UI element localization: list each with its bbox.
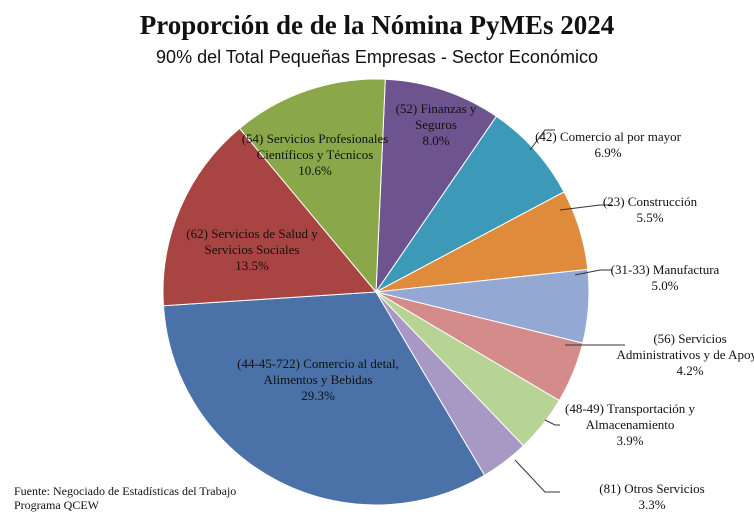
category-name: (54) Servicios Profesionales Científicos… xyxy=(241,131,389,162)
pie-slice xyxy=(238,78,386,294)
category-name: (48-49) Transportación y Almacenamiento xyxy=(565,401,695,432)
value-label: 8.0% xyxy=(422,133,450,148)
slice-label: (56) Servicios Administrativos y de Apoy… xyxy=(615,331,754,379)
leader-line xyxy=(574,269,612,276)
leader-line xyxy=(514,459,560,493)
value-label: 3.9% xyxy=(616,433,644,448)
pie-slice xyxy=(162,291,486,506)
pie-slice xyxy=(375,78,498,294)
pie-slice xyxy=(162,127,378,307)
category-name: (42) Comercio al por mayor xyxy=(535,129,681,144)
value-label: 10.6% xyxy=(298,163,332,178)
slice-label: (81) Otros Servicios 3.3% xyxy=(577,481,727,513)
value-label: 13.5% xyxy=(235,258,269,273)
slice-label: (44-45-722) Comercio al detal, Alimentos… xyxy=(226,356,411,404)
value-label: 3.3% xyxy=(638,497,666,512)
leader-line xyxy=(559,204,612,211)
chart-title: Proporción de de la Nómina PyMEs 2024 xyxy=(139,10,615,40)
source-note: Fuente: Negociado de Estadísticas del Tr… xyxy=(14,484,236,512)
source-line: Programa QCEW xyxy=(14,498,99,512)
category-name: (31-33) Manufactura xyxy=(610,262,720,277)
chart-subtitle: 90% del Total Pequeñas Empresas - Sector… xyxy=(156,47,598,67)
category-name: (23) Construcción xyxy=(602,194,698,209)
leader-line xyxy=(544,419,560,426)
value-label: 5.0% xyxy=(651,278,679,293)
category-name: (62) Servicios de Salud y Servicios Soci… xyxy=(186,226,318,257)
category-name: (81) Otros Servicios xyxy=(599,481,705,496)
slice-label: (48-49) Transportación y Almacenamiento 3… xyxy=(555,401,705,449)
source-line: Fuente: Negociado de Estadísticas del Tr… xyxy=(14,484,237,498)
category-name: (56) Servicios Administrativos y de Apoy… xyxy=(616,331,754,362)
value-label: 5.5% xyxy=(636,210,664,225)
slice-label: (42) Comercio al por mayor 6.9% xyxy=(533,129,683,161)
value-label: 29.3% xyxy=(301,388,335,403)
leader-line xyxy=(529,129,555,151)
slice-label: (31-33) Manufactura 5.0% xyxy=(600,262,730,294)
category-name: (44-45-722) Comercio al detal, Alimentos… xyxy=(237,356,399,387)
slice-label: (52) Finanzas y Seguros 8.0% xyxy=(381,101,491,149)
slice-label: (54) Servicios Profesionales Científicos… xyxy=(233,131,398,179)
value-label: 4.2% xyxy=(676,363,704,378)
category-name: (52) Finanzas y Seguros xyxy=(395,101,477,132)
slice-label: (23) Construcción 5.5% xyxy=(585,194,715,226)
pie-slice xyxy=(375,115,565,293)
slice-label: (62) Servicios de Salud y Servicios Soci… xyxy=(177,226,327,274)
value-label: 6.9% xyxy=(594,145,622,160)
